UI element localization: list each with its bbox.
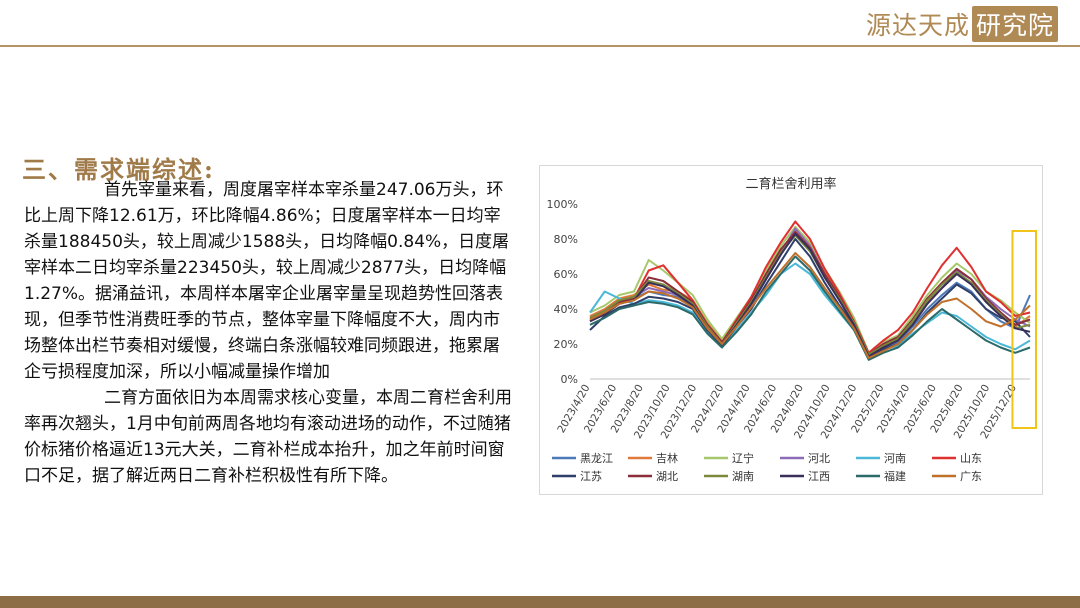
series-line-江苏 <box>589 238 1031 359</box>
series-line-辽宁 <box>589 225 1031 354</box>
legend-label-辽宁: 辽宁 <box>732 451 754 465</box>
legend-label-黑龙江: 黑龙江 <box>580 452 613 465</box>
section-title: 三、需求端综述: <box>22 155 215 184</box>
utilization-chart: 二育栏舍利用率0%20%40%60%80%100%2023/4/202023/6… <box>547 176 1037 483</box>
y-tick-label: 60% <box>554 268 578 281</box>
y-tick-label: 40% <box>554 303 578 316</box>
legend-label-福建: 福建 <box>884 469 906 483</box>
series-line-湖南 <box>589 234 1031 356</box>
chart-title: 二育栏舍利用率 <box>745 176 836 192</box>
highlight-box <box>1011 230 1037 429</box>
legend-label-江苏: 江苏 <box>580 470 602 483</box>
series-line-河北 <box>589 227 1031 356</box>
legend-label-河南: 河南 <box>884 452 906 465</box>
header-divider <box>0 45 1080 47</box>
series-line-湖北 <box>589 231 1031 356</box>
brand-name: 源达天成 <box>865 11 970 40</box>
paragraph-slaughter: 首先宰量来看，周度屠宰样本宰杀量247.06万头，环比上周下降12.61万，环比… <box>24 180 510 382</box>
legend-label-江西: 江西 <box>808 470 830 483</box>
footer-band <box>0 596 1080 608</box>
brand-logo: 源达天成 研究院 <box>866 6 1058 42</box>
legend-label-吉林: 吉林 <box>656 451 678 465</box>
chart-container: 二育栏舍利用率 0% 20% 40% 60% 80% 100% 2023/4/20 2023/6… <box>539 165 1043 495</box>
y-tick-label: 0% <box>561 373 578 386</box>
body-text: 首先宰量来看，周度屠宰样本宰杀量247.06万头，环比上周下降12.61万，环比… <box>24 177 514 489</box>
legend-label-广东: 广东 <box>960 470 982 483</box>
series-line-河南 <box>589 262 1031 358</box>
paragraph-restocking: 二育方面依旧为本周需求核心变量，本周二育栏舍利用率再次翘头，1月中旬前两周各地均… <box>24 388 512 486</box>
y-tick-label: 100% <box>547 198 578 211</box>
series-line-江西 <box>589 232 1031 358</box>
series-line-山东 <box>589 220 1031 354</box>
legend-label-湖南: 湖南 <box>732 470 754 483</box>
series-line-福建 <box>589 255 1031 361</box>
legend-label-河北: 河北 <box>808 452 830 465</box>
series-line-广东 <box>589 252 1031 359</box>
legend-label-山东: 山东 <box>960 452 982 465</box>
y-tick-label: 80% <box>554 233 578 246</box>
brand-suffix: 研究院 <box>971 6 1058 42</box>
legend-label-湖北: 湖北 <box>656 470 678 483</box>
y-tick-label: 20% <box>554 338 578 351</box>
